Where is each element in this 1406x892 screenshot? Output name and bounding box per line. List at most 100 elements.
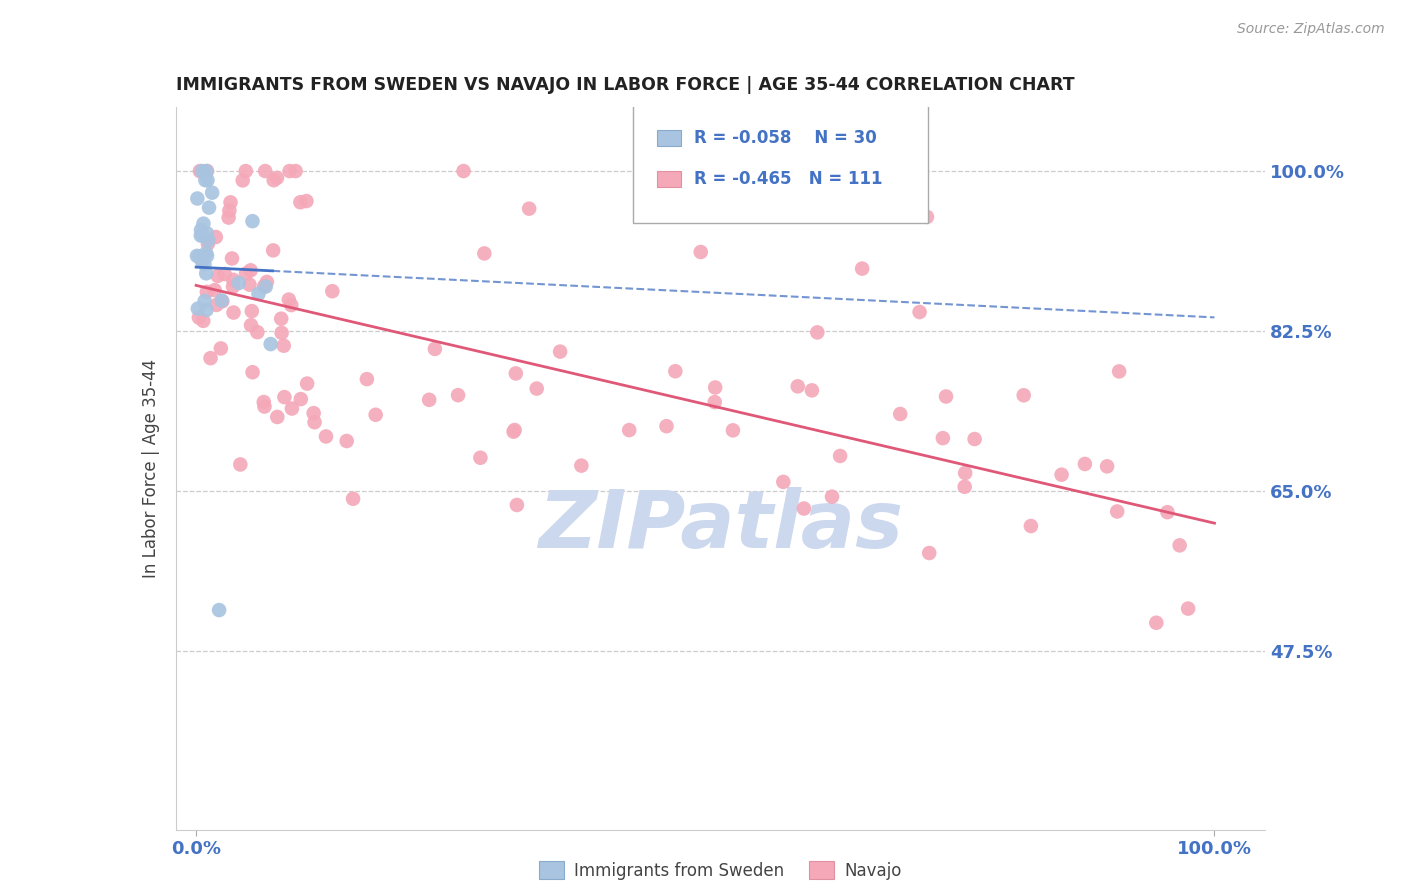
Point	[191, 254, 214, 268]
Point	[259, 337, 281, 351]
Point	[689, 245, 711, 260]
Point	[806, 326, 828, 340]
Legend: Immigrants from Sweden, Navajo: Immigrants from Sweden, Navajo	[533, 855, 908, 887]
Point	[218, 211, 240, 225]
Point	[195, 227, 218, 241]
Point	[228, 276, 250, 290]
Point	[254, 164, 277, 178]
Point	[423, 342, 446, 356]
Point	[209, 342, 232, 356]
Point	[935, 390, 957, 404]
Point	[195, 302, 218, 317]
Point	[336, 434, 359, 448]
Point	[800, 384, 823, 398]
Point	[197, 173, 219, 187]
Point	[1144, 615, 1167, 630]
Text: IMMIGRANTS FROM SWEDEN VS NAVAJO IN LABOR FORCE | AGE 35-44 CORRELATION CHART: IMMIGRANTS FROM SWEDEN VS NAVAJO IN LABO…	[176, 77, 1074, 95]
Point	[222, 305, 245, 319]
Point	[356, 372, 378, 386]
Point	[194, 293, 217, 308]
Point	[284, 164, 307, 178]
Point	[219, 195, 242, 210]
Point	[569, 458, 592, 473]
Point	[222, 279, 245, 293]
Point	[503, 423, 526, 437]
Point	[239, 263, 262, 277]
Point	[187, 301, 209, 316]
Point	[198, 201, 221, 215]
Point	[263, 173, 285, 187]
Point	[195, 266, 218, 280]
Point	[200, 351, 222, 366]
Point	[278, 164, 301, 178]
Point	[205, 230, 228, 244]
Point	[704, 380, 727, 394]
Point	[502, 425, 524, 439]
Point	[851, 261, 873, 276]
Point	[453, 164, 475, 178]
Point	[918, 546, 941, 560]
Point	[470, 450, 492, 465]
Point	[229, 458, 252, 472]
Point	[1108, 364, 1130, 378]
Point	[253, 279, 276, 293]
Point	[197, 236, 219, 251]
Point	[630, 207, 652, 221]
Point	[218, 203, 240, 218]
Point	[254, 279, 277, 293]
Text: Source: ZipAtlas.com: Source: ZipAtlas.com	[1237, 22, 1385, 37]
Point	[242, 365, 264, 379]
Point	[915, 210, 938, 224]
Point	[256, 275, 278, 289]
Point	[247, 286, 270, 301]
Point	[721, 423, 744, 437]
Point	[195, 164, 218, 178]
Point	[188, 249, 211, 263]
Point	[830, 449, 852, 463]
Point	[253, 395, 276, 409]
Point	[619, 423, 641, 437]
Point	[195, 164, 218, 178]
Point	[238, 277, 260, 292]
Point	[207, 268, 229, 283]
Point	[193, 217, 215, 231]
Point	[772, 475, 794, 489]
Point	[304, 415, 326, 429]
Point	[1156, 505, 1178, 519]
Point	[222, 273, 245, 287]
Y-axis label: In Labor Force | Age 35-44: In Labor Force | Age 35-44	[142, 359, 160, 578]
Point	[191, 227, 214, 242]
Point	[232, 173, 254, 187]
Point	[655, 419, 678, 434]
Point	[195, 285, 218, 299]
Point	[211, 294, 233, 309]
Point	[526, 382, 548, 396]
Point	[1177, 601, 1199, 615]
Point	[273, 339, 295, 353]
Bar	[658, 130, 682, 146]
Point	[364, 408, 387, 422]
Point	[281, 401, 304, 416]
Point	[1107, 504, 1129, 518]
Point	[194, 173, 217, 187]
Point	[208, 603, 231, 617]
Point	[273, 390, 295, 404]
Point	[1074, 457, 1097, 471]
Point	[193, 314, 215, 328]
Point	[201, 186, 224, 200]
Point	[963, 432, 986, 446]
Point	[1019, 519, 1042, 533]
Point	[186, 192, 208, 206]
Point	[270, 326, 292, 340]
Point	[221, 252, 243, 266]
Point	[290, 195, 312, 210]
Point	[786, 379, 808, 393]
Point	[235, 267, 257, 281]
Point	[193, 257, 215, 271]
Point	[703, 395, 725, 409]
Point	[188, 164, 211, 178]
Point	[1168, 538, 1191, 552]
Point	[1095, 459, 1118, 474]
Point	[793, 501, 815, 516]
Point	[932, 431, 955, 445]
